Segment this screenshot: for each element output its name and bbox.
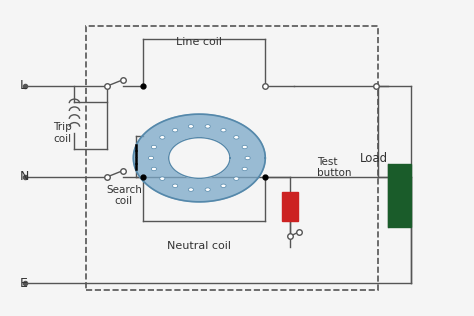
Circle shape [173,129,178,132]
Circle shape [234,177,239,180]
Text: L: L [20,79,27,93]
Polygon shape [133,114,265,202]
Text: Load: Load [360,151,388,165]
Text: Test
button: Test button [317,157,352,178]
Circle shape [188,125,193,128]
Circle shape [160,177,165,180]
Circle shape [151,167,156,171]
Text: N: N [20,170,29,183]
Circle shape [221,129,226,132]
Circle shape [242,145,247,149]
Circle shape [173,184,178,187]
Circle shape [148,156,154,160]
Text: E: E [20,277,28,290]
Circle shape [221,184,226,187]
Circle shape [242,167,247,171]
Circle shape [151,145,156,149]
Text: Line coil: Line coil [176,37,222,47]
Text: Trip
coil: Trip coil [53,122,72,144]
Bar [388,164,411,227]
Text: Search
coil: Search coil [106,185,142,206]
Bar [282,192,298,221]
Circle shape [160,136,165,139]
Circle shape [188,188,193,191]
Text: Neutral coil: Neutral coil [167,241,231,251]
Circle shape [205,125,210,128]
Polygon shape [169,138,230,178]
Circle shape [205,188,210,191]
Circle shape [234,136,239,139]
Bar [86,27,378,289]
Circle shape [245,156,250,160]
